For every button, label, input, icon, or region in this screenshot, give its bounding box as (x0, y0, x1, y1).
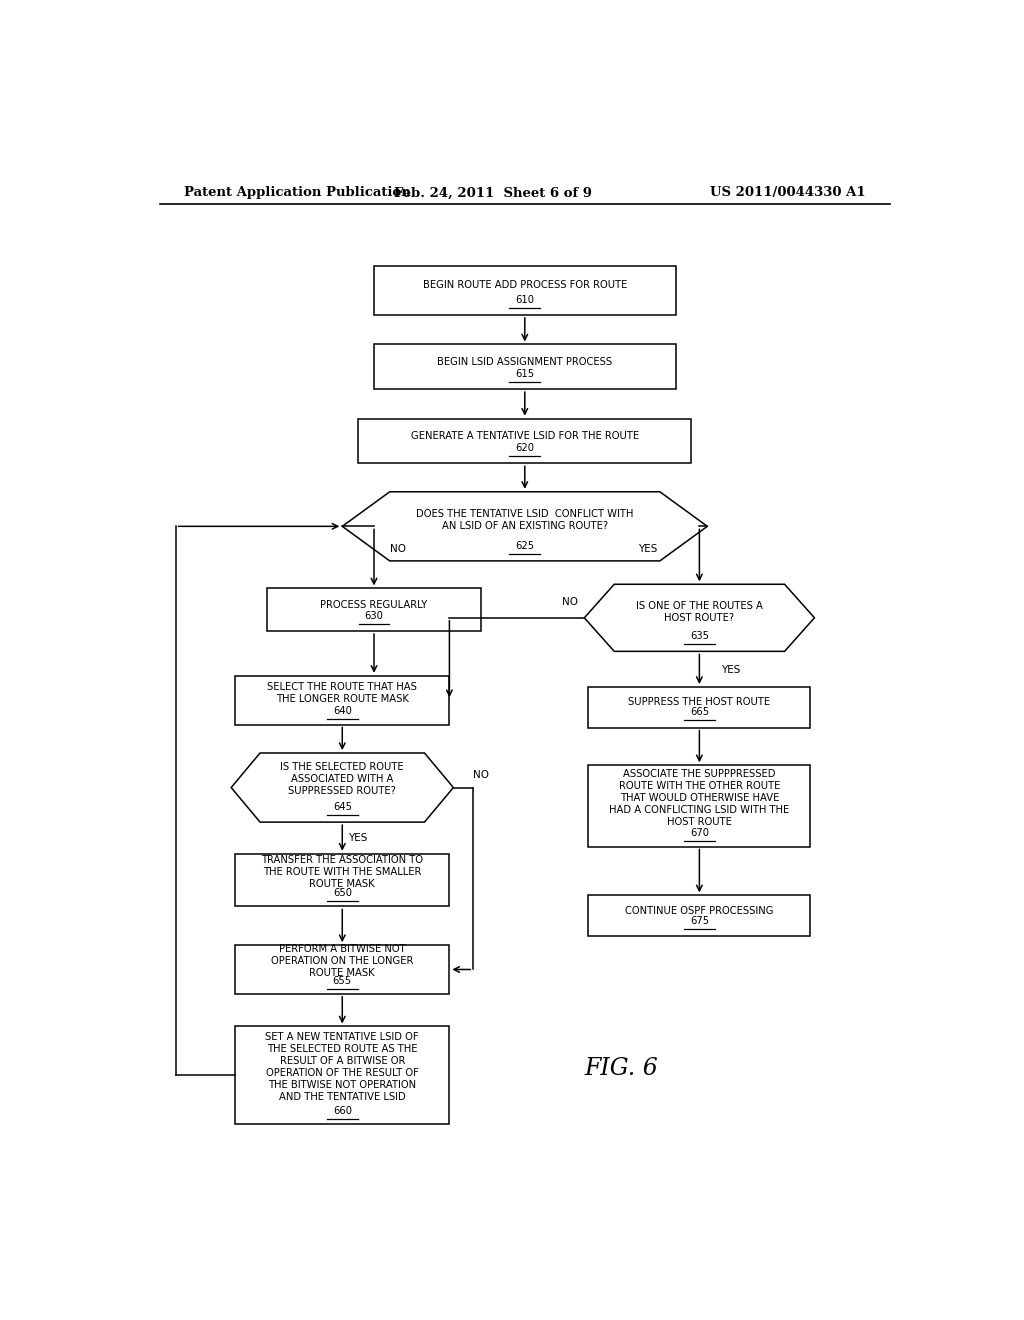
FancyBboxPatch shape (236, 854, 450, 907)
Text: 630: 630 (365, 611, 383, 620)
Text: 650: 650 (333, 888, 352, 898)
FancyBboxPatch shape (588, 686, 811, 727)
Text: YES: YES (638, 544, 657, 553)
Text: 620: 620 (515, 444, 535, 453)
Text: YES: YES (722, 665, 740, 675)
Text: 675: 675 (690, 916, 709, 925)
FancyBboxPatch shape (374, 267, 676, 315)
Text: PERFORM A BITWISE NOT
OPERATION ON THE LONGER
ROUTE MASK: PERFORM A BITWISE NOT OPERATION ON THE L… (271, 944, 414, 978)
Text: 645: 645 (333, 801, 352, 812)
Text: SELECT THE ROUTE THAT HAS
THE LONGER ROUTE MASK: SELECT THE ROUTE THAT HAS THE LONGER ROU… (267, 682, 417, 704)
Text: YES: YES (348, 833, 368, 843)
Text: BEGIN ROUTE ADD PROCESS FOR ROUTE: BEGIN ROUTE ADD PROCESS FOR ROUTE (423, 280, 627, 290)
Text: US 2011/0044330 A1: US 2011/0044330 A1 (711, 186, 866, 199)
Text: DOES THE TENTATIVE LSID  CONFLICT WITH
AN LSID OF AN EXISTING ROUTE?: DOES THE TENTATIVE LSID CONFLICT WITH AN… (416, 510, 634, 531)
FancyBboxPatch shape (267, 589, 481, 631)
FancyBboxPatch shape (588, 766, 811, 846)
Text: PROCESS REGULARLY: PROCESS REGULARLY (321, 599, 428, 610)
Text: 635: 635 (690, 631, 709, 642)
Text: Patent Application Publication: Patent Application Publication (183, 186, 411, 199)
FancyBboxPatch shape (236, 945, 450, 994)
FancyBboxPatch shape (358, 418, 691, 463)
Text: FIG. 6: FIG. 6 (585, 1056, 658, 1080)
Text: 665: 665 (690, 708, 709, 717)
Text: 660: 660 (333, 1106, 352, 1115)
Text: 615: 615 (515, 368, 535, 379)
Text: NO: NO (562, 597, 578, 607)
Polygon shape (231, 752, 454, 822)
Text: SET A NEW TENTATIVE LSID OF
THE SELECTED ROUTE AS THE
RESULT OF A BITWISE OR
OPE: SET A NEW TENTATIVE LSID OF THE SELECTED… (265, 1032, 419, 1102)
Text: 610: 610 (515, 294, 535, 305)
Text: BEGIN LSID ASSIGNMENT PROCESS: BEGIN LSID ASSIGNMENT PROCESS (437, 356, 612, 367)
FancyBboxPatch shape (236, 1027, 450, 1125)
FancyBboxPatch shape (588, 895, 811, 936)
Text: IS THE SELECTED ROUTE
ASSOCIATED WITH A
SUPPRESSED ROUTE?: IS THE SELECTED ROUTE ASSOCIATED WITH A … (281, 763, 404, 796)
Text: 625: 625 (515, 541, 535, 550)
Text: NO: NO (390, 544, 406, 553)
Text: NO: NO (473, 771, 489, 780)
Text: TRANSFER THE ASSOCIATION TO
THE ROUTE WITH THE SMALLER
ROUTE MASK: TRANSFER THE ASSOCIATION TO THE ROUTE WI… (261, 855, 423, 888)
Text: 655: 655 (333, 975, 352, 986)
Polygon shape (342, 492, 708, 561)
Text: IS ONE OF THE ROUTES A
HOST ROUTE?: IS ONE OF THE ROUTES A HOST ROUTE? (636, 601, 763, 623)
Text: CONTINUE OSPF PROCESSING: CONTINUE OSPF PROCESSING (625, 906, 774, 916)
FancyBboxPatch shape (374, 345, 676, 389)
FancyBboxPatch shape (236, 676, 450, 725)
Text: GENERATE A TENTATIVE LSID FOR THE ROUTE: GENERATE A TENTATIVE LSID FOR THE ROUTE (411, 430, 639, 441)
Text: 640: 640 (333, 706, 351, 717)
Text: Feb. 24, 2011  Sheet 6 of 9: Feb. 24, 2011 Sheet 6 of 9 (394, 186, 592, 199)
Text: SUPPRESS THE HOST ROUTE: SUPPRESS THE HOST ROUTE (629, 697, 770, 708)
Polygon shape (585, 585, 814, 651)
Text: 670: 670 (690, 828, 709, 838)
Text: ASSOCIATE THE SUPPPRESSED
ROUTE WITH THE OTHER ROUTE
THAT WOULD OTHERWISE HAVE
H: ASSOCIATE THE SUPPPRESSED ROUTE WITH THE… (609, 768, 790, 826)
